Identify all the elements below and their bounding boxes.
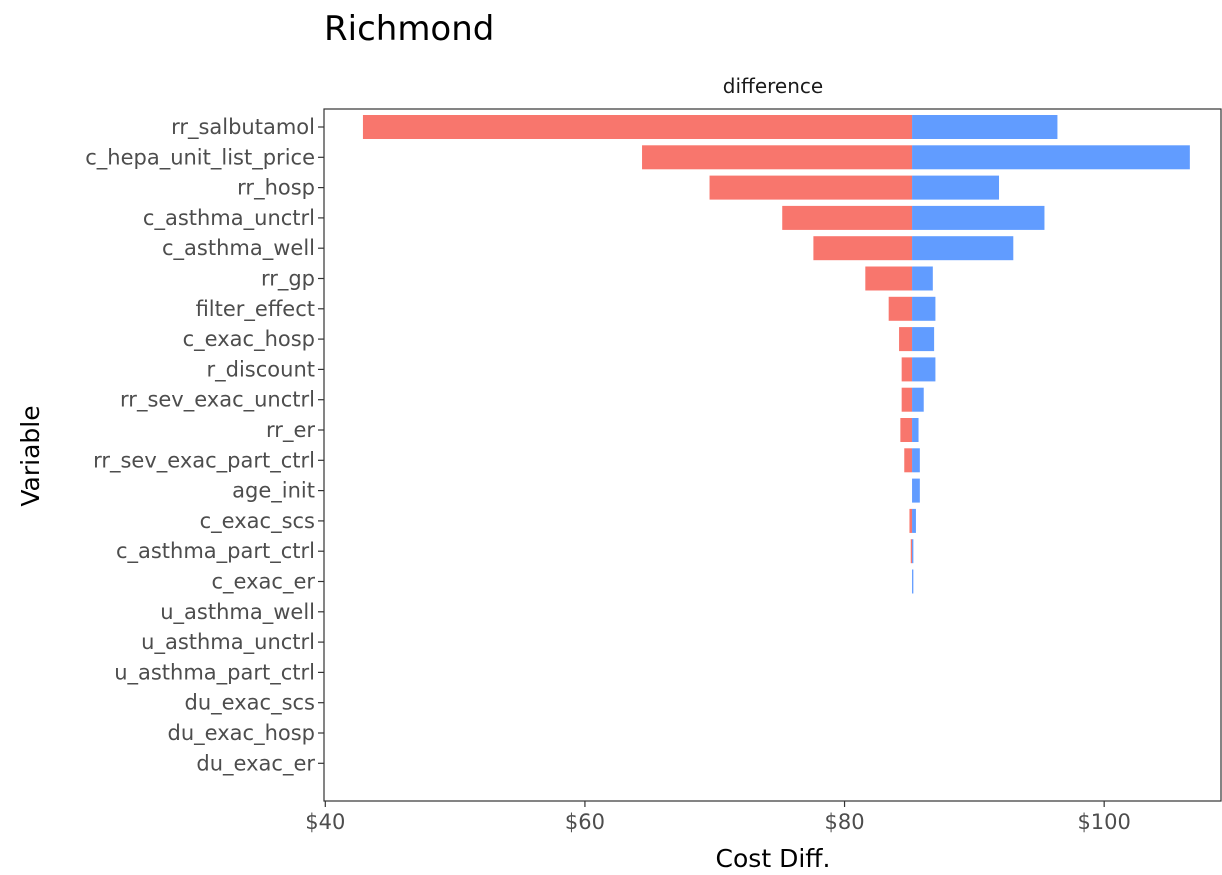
y-tick-label: c_asthma_well — [162, 236, 315, 261]
bar-low-rr_sev_exac_part_ctrl — [904, 448, 913, 473]
bar-low-c_asthma_part_ctrl — [910, 539, 913, 564]
y-axis: rr_salbutamol c_hepa_unit_list_price rr_ho… — [85, 115, 324, 776]
y-tick-label: r_discount — [207, 357, 316, 382]
bar-high-rr_hosp — [912, 175, 1000, 200]
y-tick-label: du_exac_scs — [185, 691, 315, 716]
y-tick-label: u_asthma_unctrl — [141, 630, 315, 655]
bar-low-rr_er — [900, 418, 913, 442]
y-tick-label: c_asthma_part_ctrl — [116, 539, 315, 564]
bar-low-filter_effect — [888, 296, 913, 321]
y-tick-label: rr_sev_exac_part_ctrl — [93, 448, 315, 473]
bar-low-r_discount — [901, 357, 913, 382]
y-tick-label: c_exac_scs — [200, 509, 315, 534]
panel-border — [323, 108, 1222, 802]
bar-high-c_asthma_part_ctrl — [912, 539, 914, 564]
x-tick-label: $80 — [824, 810, 864, 834]
bar-high-c_hepa_unit_list_price — [912, 145, 1190, 170]
y-tick-label: age_init — [232, 479, 315, 504]
y-tick-label: rr_salbutamol — [171, 115, 315, 140]
x-axis: $40 $60 $80 $100 — [305, 801, 1131, 834]
y-tick-label: c_exac_hosp — [183, 327, 315, 352]
y-tick-label: rr_gp — [261, 267, 315, 292]
bar-high-filter_effect — [912, 296, 936, 321]
bar-low-c_exac_scs — [909, 508, 913, 533]
y-tick-label: rr_hosp — [237, 176, 315, 201]
bar-high-c_exac_er — [912, 569, 914, 594]
bar-high-c_asthma_unctrl — [912, 205, 1045, 230]
y-tick-label: rr_er — [266, 418, 315, 443]
y-tick-label: u_asthma_well — [160, 600, 315, 625]
bar-low-c_exac_hosp — [899, 327, 913, 352]
x-axis-title: Cost Diff. — [716, 844, 831, 873]
chart-title: Richmond — [324, 9, 494, 49]
bar-low-rr_gp — [865, 266, 913, 291]
bar-low-rr_hosp — [709, 175, 913, 200]
bar-high-c_exac_hosp — [912, 327, 935, 352]
bar-high-c_asthma_well — [912, 236, 1014, 261]
x-tick-label: $40 — [305, 810, 345, 834]
bar-high-rr_sev_exac_unctrl — [912, 387, 924, 412]
bar-high-rr_gp — [912, 266, 933, 291]
y-tick-label: u_asthma_part_ctrl — [114, 660, 315, 685]
y-axis-title: Variable — [16, 405, 45, 506]
y-tick-label: filter_effect — [196, 297, 315, 322]
y-tick-label: c_exac_er — [212, 570, 316, 595]
y-tick-label: du_exac_er — [196, 751, 315, 776]
bars-layer — [362, 115, 1190, 594]
y-tick-label: rr_sev_exac_unctrl — [120, 388, 315, 413]
bar-high-age_init — [912, 478, 920, 503]
bar-high-rr_er — [912, 418, 919, 442]
bar-low-c_asthma_unctrl — [782, 205, 913, 230]
bar-low-rr_sev_exac_unctrl — [901, 387, 913, 412]
y-tick-label: c_asthma_unctrl — [143, 206, 315, 231]
bar-low-c_hepa_unit_list_price — [642, 145, 913, 170]
y-tick-label: du_exac_hosp — [168, 721, 315, 746]
bar-low-c_asthma_well — [813, 236, 913, 261]
y-tick-label: c_hepa_unit_list_price — [85, 145, 315, 170]
bar-high-rr_salbutamol — [912, 115, 1058, 139]
bar-high-rr_sev_exac_part_ctrl — [912, 448, 920, 473]
x-tick-label: $60 — [565, 810, 605, 834]
facet-strip-label: difference — [723, 74, 823, 98]
bar-high-r_discount — [912, 357, 936, 382]
bar-low-rr_salbutamol — [362, 115, 913, 139]
x-tick-label: $100 — [1077, 810, 1130, 834]
bar-high-c_exac_scs — [912, 508, 916, 533]
